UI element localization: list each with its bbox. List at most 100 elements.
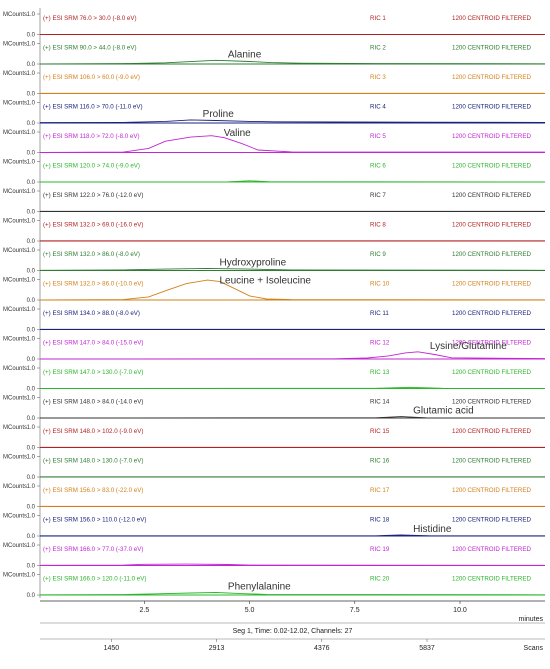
y-axis-label: MCounts — [3, 514, 27, 520]
y-tick-max: 1.0 — [27, 130, 36, 136]
ric-label: RIC 12 — [370, 340, 390, 347]
panel-ric-14: MCounts 1.0 0.0 (+) ESI SRM 148.0 > 84.0 (-… — [3, 396, 546, 422]
x-tick-label: 2.5 — [139, 607, 149, 614]
panel-ric-2: MCounts 1.0 0.0 (+) ESI SRM 90.0 > 44.0 (-8… — [3, 42, 546, 68]
peak-annotation: Hydroxyproline — [219, 257, 286, 268]
panel-ric-11: MCounts 1.0 0.0 (+) ESI SRM 134.0 > 88.0 (-… — [3, 307, 545, 334]
ric-label: RIC 6 — [370, 163, 386, 170]
y-axis-label: MCounts — [3, 425, 27, 431]
panel-ric-13: MCounts 1.0 0.0 (+) ESI SRM 147.0 > 130.0 (… — [3, 366, 546, 393]
peak-annotation: Alanine — [228, 49, 262, 60]
trace-line — [40, 534, 545, 537]
filter-label: 1200 CENTROID FILTERED — [452, 487, 531, 494]
panel-ric-6: MCounts 1.0 0.0 (+) ESI SRM 120.0 > 74.0 (-… — [3, 160, 546, 186]
y-tick-max: 1.0 — [27, 248, 36, 254]
filter-label: 1200 CENTROID FILTERED — [452, 45, 531, 52]
y-axis-label: MCounts — [3, 12, 27, 18]
y-axis-label: MCounts — [3, 42, 27, 48]
trace-line — [39, 267, 546, 271]
panel-ric-12: MCounts 1.0 0.0 (+) ESI SRM 147.0 > 84.0 (-… — [3, 337, 546, 363]
y-tick-zero: 0.0 — [27, 475, 36, 481]
peak-annotation: Leucine + Isoleucine — [219, 276, 311, 287]
trace-line — [39, 416, 546, 419]
panel-ric-7: MCounts 1.0 0.0 (+) ESI SRM 122.0 > 76.0 (-… — [3, 189, 545, 216]
ric-label: RIC 4 — [370, 104, 386, 111]
y-tick-zero: 0.0 — [27, 92, 36, 98]
y-axis-label: MCounts — [3, 543, 27, 549]
y-tick-zero: 0.0 — [27, 446, 36, 452]
srm-method-label: (+) ESI SRM 166.0 > 120.0 (-11.0 eV) — [43, 576, 146, 583]
scan-tick-label: 2913 — [209, 645, 225, 652]
filter-label: 1200 CENTROID FILTERED — [452, 163, 531, 170]
filter-label: 1200 CENTROID FILTERED — [452, 340, 531, 347]
y-tick-zero: 0.0 — [27, 239, 36, 245]
y-tick-zero: 0.0 — [27, 298, 36, 304]
filter-label: 1200 CENTROID FILTERED — [452, 15, 531, 22]
ric-label: RIC 13 — [370, 369, 390, 376]
srm-method-label: (+) ESI SRM 106.0 > 60.0 (-9.0 eV) — [43, 74, 140, 81]
y-tick-max: 1.0 — [27, 573, 36, 579]
y-tick-zero: 0.0 — [27, 62, 36, 68]
y-tick-max: 1.0 — [27, 455, 36, 461]
y-tick-max: 1.0 — [27, 425, 36, 431]
trace-line — [39, 279, 546, 301]
filter-label: 1200 CENTROID FILTERED — [452, 517, 531, 524]
y-tick-zero: 0.0 — [27, 33, 36, 39]
y-tick-max: 1.0 — [27, 484, 36, 490]
filter-label: 1200 CENTROID FILTERED — [452, 74, 531, 81]
scan-tick-label: 1450 — [104, 645, 120, 652]
y-tick-zero: 0.0 — [27, 387, 36, 393]
y-tick-max: 1.0 — [27, 101, 36, 107]
y-tick-zero: 0.0 — [27, 416, 36, 422]
y-tick-max: 1.0 — [27, 307, 36, 313]
trace-line — [39, 119, 546, 124]
srm-method-label: (+) ESI SRM 90.0 > 44.0 (-8.0 eV) — [43, 45, 137, 52]
peak-annotation: Glutamic acid — [413, 406, 474, 417]
ric-label: RIC 14 — [370, 399, 390, 406]
srm-method-label: (+) ESI SRM 132.0 > 69.0 (-16.0 eV) — [43, 222, 143, 229]
srm-method-label: (+) ESI SRM 76.0 > 30.0 (-8.0 eV) — [43, 15, 137, 22]
srm-method-label: (+) ESI SRM 122.0 > 76.0 (-12.0 eV) — [43, 192, 143, 199]
trace-line — [39, 180, 546, 183]
srm-method-label: (+) ESI SRM 147.0 > 84.0 (-15.0 eV) — [43, 340, 143, 347]
y-axis-label: MCounts — [3, 484, 27, 490]
chromatogram-panels: MCounts 1.00.0(+) ESI SRM 76.0 > 30.0 (-8… — [3, 8, 546, 599]
peak-annotation: Phenylalanine — [228, 582, 291, 593]
x-tick-label: 7.5 — [350, 607, 360, 614]
y-axis-label: MCounts — [3, 130, 27, 136]
ric-label: RIC 8 — [370, 222, 386, 229]
srm-method-label: (+) ESI SRM 156.0 > 83.0 (-22.0 eV) — [43, 487, 143, 494]
y-tick-max: 1.0 — [27, 543, 36, 549]
trace-line — [39, 563, 546, 566]
srm-method-label: (+) ESI SRM 148.0 > 130.0 (-7.0 eV) — [43, 458, 143, 465]
filter-label: 1200 CENTROID FILTERED — [452, 192, 531, 199]
y-tick-max: 1.0 — [27, 219, 36, 225]
y-axis-label: MCounts — [3, 366, 27, 372]
y-tick-max: 1.0 — [27, 278, 36, 284]
y-tick-zero: 0.0 — [27, 210, 36, 216]
ric-label: RIC 20 — [370, 576, 390, 583]
y-axis-label: MCounts — [3, 337, 27, 343]
trace-line — [39, 592, 546, 596]
srm-method-label: (+) ESI SRM 134.0 > 88.0 (-8.0 eV) — [43, 310, 140, 317]
y-tick-zero: 0.0 — [27, 269, 36, 275]
peak-annotation: Histidine — [413, 524, 452, 535]
scan-tick-label: 4376 — [314, 645, 330, 652]
srm-method-label: (+) ESI SRM 118.0 > 72.0 (-8.0 eV) — [43, 133, 140, 140]
y-tick-zero: 0.0 — [27, 564, 36, 570]
panel-ric-20: MCounts 1.0 0.0 (+) ESI SRM 166.0 > 120.0 (… — [3, 573, 546, 599]
scan-tick-label: 5837 — [419, 645, 435, 652]
srm-method-label: (+) ESI SRM 148.0 > 84.0 (-14.0 eV) — [43, 399, 143, 406]
y-tick-zero: 0.0 — [27, 121, 36, 127]
panel-ric-8: MCounts 1.0 0.0 (+) ESI SRM 132.0 > 69.0 (-… — [3, 219, 545, 245]
srm-method-label: (+) ESI SRM 166.0 > 77.0 (-37.0 eV) — [43, 546, 143, 553]
y-tick-zero: 0.0 — [27, 505, 36, 511]
panel-ric-10: MCounts 1.0 0.0 (+) ESI SRM 132.0 > 86.0 (-… — [3, 276, 546, 304]
ric-label: RIC 15 — [370, 428, 390, 435]
x-axis-unit-label: minutes — [518, 616, 543, 623]
srm-method-label: (+) ESI SRM 148.0 > 102.0 (-9.0 eV) — [43, 428, 143, 435]
y-tick-max: 1.0 — [27, 71, 36, 77]
filter-label: 1200 CENTROID FILTERED — [452, 576, 531, 583]
panel-ric-9: MCounts 1.0 0.0 (+) ESI SRM 132.0 > 86.0 (-… — [3, 248, 546, 275]
